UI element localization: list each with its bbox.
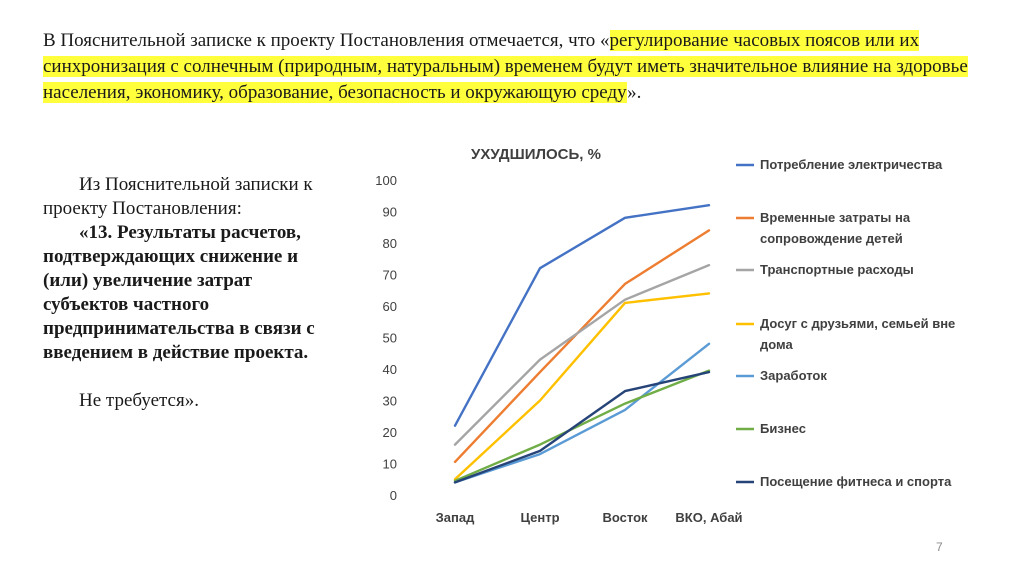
y-tick-label: 40 <box>383 362 397 377</box>
x-tick-label: Восток <box>602 510 648 525</box>
y-tick-label: 60 <box>383 299 397 314</box>
legend-label: Потребление электричества <box>760 157 943 172</box>
page-number: 7 <box>936 540 943 554</box>
x-tick-label: Запад <box>436 510 475 525</box>
legend-item: Потребление электричества <box>736 157 943 172</box>
y-tick-label: 50 <box>383 331 397 346</box>
legend-label: Заработок <box>760 368 827 383</box>
series-line-1 <box>453 203 711 427</box>
y-tick-label: 100 <box>375 173 397 188</box>
legend-label: Досуг с друзьями, семьей вне дома <box>760 316 955 352</box>
y-tick-label: 20 <box>383 425 397 440</box>
y-axis-ticks: 0 10 20 30 40 50 60 70 80 90 100 <box>375 173 397 503</box>
series-line-2 <box>453 229 711 464</box>
legend-item: Заработок <box>736 368 827 383</box>
legend-item: Временные затраты на сопровождение детей <box>736 210 911 246</box>
y-tick-label: 70 <box>383 268 397 283</box>
y-tick-label: 10 <box>383 457 397 472</box>
y-tick-label: 90 <box>383 205 397 220</box>
x-tick-label: ВКО, Абай <box>675 510 742 525</box>
intro-tail: ». <box>627 82 642 103</box>
x-tick-label: Центр <box>520 510 559 525</box>
x-axis-ticks: Запад Центр Восток ВКО, Абай <box>436 510 743 525</box>
legend-label: Временные затраты на сопровождение детей <box>760 210 911 246</box>
note-closing: Не требуется». <box>79 390 199 411</box>
series-line-4 <box>453 292 711 481</box>
y-tick-label: 80 <box>383 236 397 251</box>
legend-label: Бизнес <box>760 421 806 436</box>
legend-item: Транспортные расходы <box>736 262 914 277</box>
legend-item: Бизнес <box>736 421 806 436</box>
series-line-6 <box>453 369 711 482</box>
series-lines <box>453 203 711 484</box>
chart-title: УХУДШИЛОСЬ, % <box>471 146 601 163</box>
legend-item: Досуг с друзьями, семьей вне дома <box>736 316 955 352</box>
legend-label: Посещение фитнеса и спорта <box>760 474 952 489</box>
chart-legend: Потребление электричества Временные затра… <box>736 157 955 489</box>
intro-lead: В Пояснительной записке к проекту Постан… <box>43 30 610 51</box>
legend-label: Транспортные расходы <box>760 262 914 277</box>
intro-paragraph: В Пояснительной записке к проекту Постан… <box>43 28 993 106</box>
note-intro: Из Пояснительной записки к проекту Поста… <box>43 174 313 219</box>
series-line-7 <box>453 370 711 484</box>
note-quote: «13. Результаты расчетов, подтверждающих… <box>43 222 315 363</box>
series-line-5 <box>453 342 711 484</box>
series-line-3 <box>453 263 711 446</box>
legend-item: Посещение фитнеса и спорта <box>736 474 952 489</box>
explanatory-note-excerpt: Из Пояснительной записки к проекту Поста… <box>43 173 333 413</box>
y-tick-label: 0 <box>390 488 397 503</box>
y-tick-label: 30 <box>383 394 397 409</box>
